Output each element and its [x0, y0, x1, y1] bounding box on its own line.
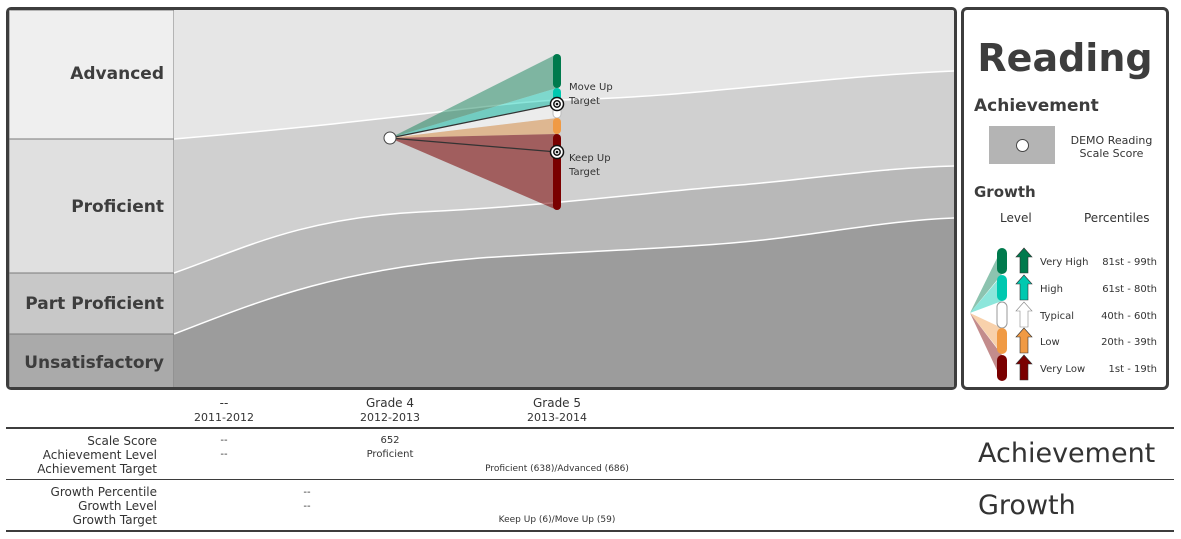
x-year-1: 2012-2013 — [360, 411, 420, 424]
fan-wedge-low — [390, 118, 557, 138]
divider-bottom — [6, 530, 1174, 532]
legend-level-label-4: Very Low — [1040, 364, 1085, 375]
achievement-level-2011: -- — [220, 449, 228, 460]
legend-bar-4 — [997, 355, 1007, 381]
legend-wedge-3 — [970, 313, 1002, 354]
achievement-target-2013: Proficient (638)/Advanced (686) — [485, 464, 629, 474]
keep-up-target-icon-dot — [555, 150, 559, 154]
growth-arrow-icon-2 — [1015, 301, 1033, 328]
scale-score-2012: 652 — [380, 435, 400, 446]
growth-projection-fan — [383, 54, 565, 210]
level-cell-proficient — [9, 138, 175, 274]
row-label-growth-target: Growth Target — [72, 513, 157, 527]
fan-wedge-very-high — [390, 54, 557, 138]
legend-range-label-0: 81st - 99th — [1102, 257, 1157, 268]
level-label-proficient: Proficient — [71, 197, 164, 217]
legend-range-label-3: 20th - 39th — [1101, 337, 1157, 348]
level-label-advanced: Advanced — [70, 64, 164, 84]
legend-panel: Reading Achievement DEMO Reading Scale S… — [961, 7, 1169, 390]
move-up-target-label: Target — [568, 96, 600, 107]
scale-score-marker — [383, 131, 397, 145]
legend-level-label-0: Very High — [1040, 257, 1088, 268]
growth-percentile-2012: -- — [303, 487, 311, 498]
divider-middle — [6, 479, 1174, 480]
growth-legend-graphic: Very High 81st - 99th High 61st - 80th Typic… — [970, 247, 1157, 381]
x-year-0: 2011-2012 — [194, 411, 254, 424]
legend-level-label-3: Low — [1040, 337, 1060, 348]
legend-level-label-2: Typical — [1039, 311, 1074, 322]
growth-target-2013: Keep Up (6)/Move Up (59) — [498, 515, 616, 525]
keep-up-label: Keep Up — [569, 153, 611, 164]
achievement-level-2012: Proficient — [366, 449, 414, 460]
growth-arrow-icon-1 — [1015, 274, 1033, 301]
legend-bar-3 — [997, 328, 1007, 354]
subject-title: Reading — [977, 36, 1153, 80]
move-up-target-line — [389, 103, 558, 139]
legend-percentile-col: Percentiles — [1084, 211, 1150, 225]
score-swatch — [989, 126, 1055, 164]
keep-up-target-line — [389, 137, 558, 153]
growth-level-2012: -- — [303, 501, 311, 512]
section-growth: Growth — [978, 490, 1076, 521]
score-legend-label: DEMO Reading Scale Score — [1070, 134, 1153, 160]
growth-arrow-icon-3 — [1015, 327, 1033, 354]
move-up-target-icon-dot — [555, 102, 559, 106]
keep-up-target-label: Target — [568, 167, 600, 178]
level-cell-advanced — [9, 10, 175, 140]
level-cell-part-proficient — [9, 272, 175, 335]
legend-wedge-4 — [970, 313, 1002, 381]
growth-arrow-icon-0 — [1015, 247, 1033, 274]
legend-achievement-heading: Achievement — [974, 96, 1099, 116]
x-year-2: 2013-2014 — [527, 411, 587, 424]
row-label-achievement-level: Achievement Level — [42, 448, 157, 462]
row-label-scale-score: Scale Score — [87, 434, 157, 448]
x-grade-0: -- — [219, 396, 229, 410]
boundary-part-proficient — [173, 165, 954, 274]
band-unsatisfactory — [174, 218, 954, 387]
section-achievement: Achievement — [978, 438, 1156, 469]
legend-bar-0 — [997, 248, 1007, 274]
achievement-chart-panel: Advanced Proficient Part Proficient Unsa… — [6, 7, 957, 390]
boundary-unsatisfactory — [173, 217, 954, 335]
row-label-growth-level: Growth Level — [78, 499, 157, 513]
growth-arrow-icon-4 — [1015, 354, 1033, 381]
move-up-target-icon — [549, 96, 565, 112]
score-marker-icon — [1016, 139, 1029, 152]
legend-bar-1 — [997, 275, 1007, 301]
legend-wedge-2 — [970, 302, 1002, 328]
x-grade-2: Grade 5 — [532, 396, 582, 410]
level-cell-unsatisfactory — [9, 333, 175, 387]
fan-wedge-very-low — [390, 134, 557, 210]
row-label-achievement-target: Achievement Target — [37, 462, 157, 476]
level-label-part-proficient: Part Proficient — [25, 294, 164, 314]
legend-wedge-1 — [970, 275, 1002, 313]
divider-top — [6, 427, 1174, 429]
legend-range-label-4: 1st - 19th — [1109, 364, 1157, 375]
fan-wedge-high — [390, 88, 557, 138]
legend-growth-heading: Growth — [974, 183, 1036, 201]
x-grade-1: Grade 4 — [365, 396, 415, 410]
achievement-chart: Advanced Proficient Part Proficient Unsa… — [9, 10, 954, 387]
legend-range-label-1: 61st - 80th — [1102, 284, 1157, 295]
scale-score-2011: -- — [220, 435, 228, 446]
move-up-label: Move Up — [569, 82, 613, 93]
keep-up-target-icon — [549, 144, 565, 160]
legend-bar-2 — [996, 301, 1008, 329]
legend-range-label-2: 40th - 60th — [1101, 311, 1157, 322]
growth-bar-low — [553, 118, 561, 134]
legend-wedge-0 — [970, 248, 1002, 313]
level-label-unsatisfactory: Unsatisfactory — [24, 353, 164, 373]
legend-level-label-1: High — [1040, 284, 1063, 295]
growth-bar-very-high — [553, 54, 561, 88]
row-label-growth-percentile: Growth Percentile — [50, 485, 157, 499]
legend-level-col: Level — [1000, 211, 1032, 225]
